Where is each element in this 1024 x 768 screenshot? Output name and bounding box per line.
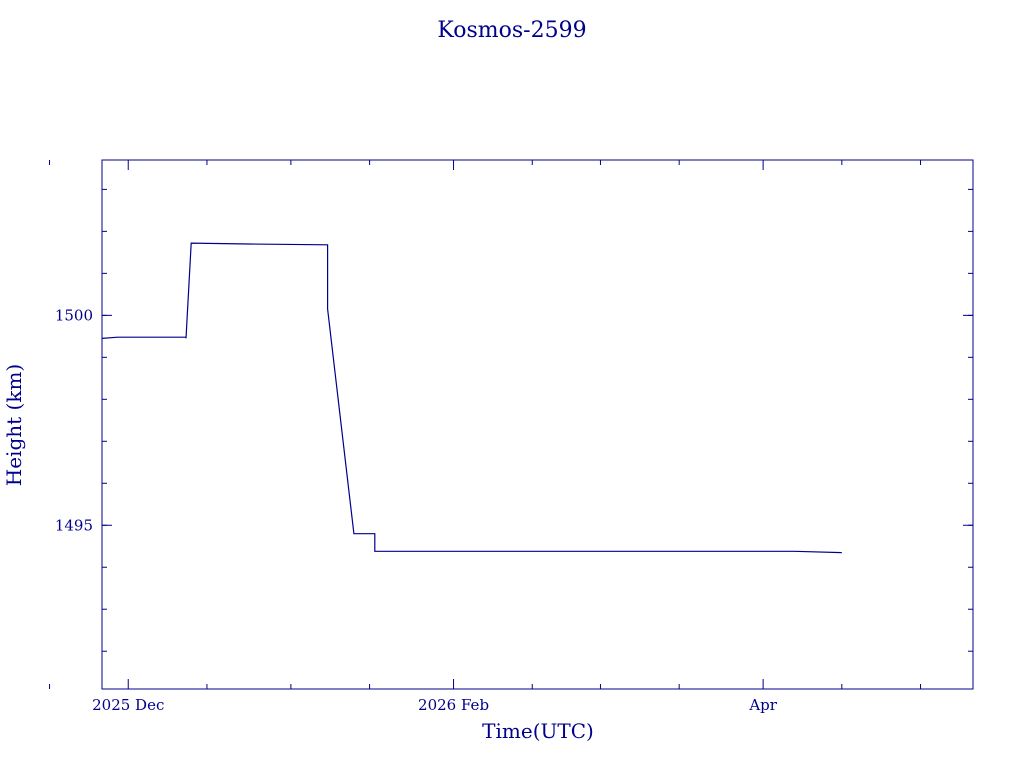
minor-ticks: [49, 160, 973, 689]
x-axis-label: Time(UTC): [482, 719, 594, 743]
y-tick-label: 1500: [55, 306, 93, 324]
major-ticks: [102, 160, 973, 689]
x-tick-label: 2026 Feb: [418, 696, 489, 714]
height-series-line: [101, 242, 842, 554]
y-tick-labels: 1495 1500: [55, 306, 93, 534]
x-tick-label: 2025 Dec: [92, 696, 164, 714]
chart-title: Kosmos-2599: [437, 18, 586, 43]
series-layer: [101, 242, 842, 554]
x-tick-labels: 2025 Dec 2026 Feb Apr: [92, 696, 778, 714]
plot-frame: [101, 159, 974, 690]
y-tick-label: 1495: [55, 516, 93, 534]
y-axis-label: Height (km): [2, 364, 26, 486]
x-tick-label: Apr: [748, 696, 777, 714]
